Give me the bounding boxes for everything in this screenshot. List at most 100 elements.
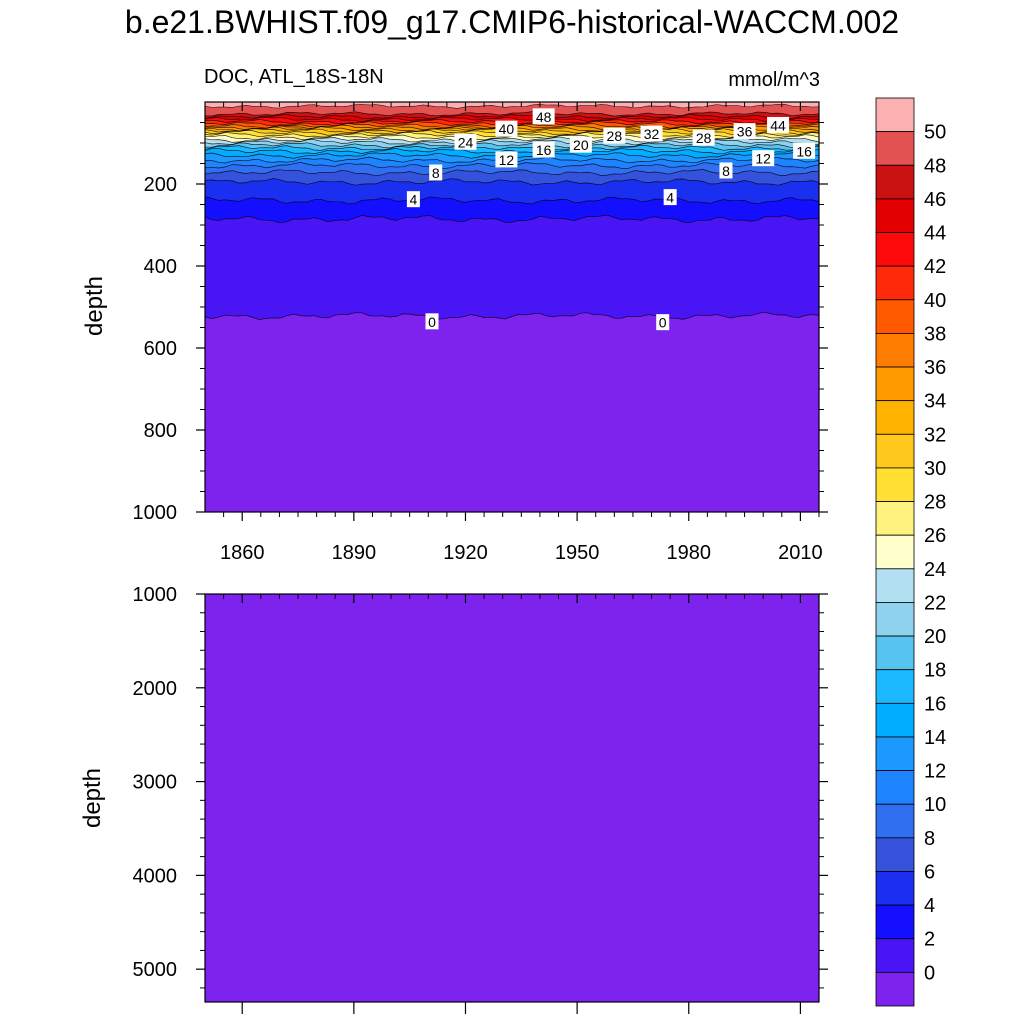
colorbar-swatch	[875, 534, 915, 570]
contour-line	[205, 196, 819, 205]
colorbar-swatch	[875, 400, 915, 435]
y-tick-label: 200	[144, 174, 177, 196]
y-tick-label: 800	[144, 420, 177, 442]
y-tick-label: 2000	[133, 678, 178, 700]
colorbar-label: 26	[924, 525, 946, 547]
svg-text:4: 4	[409, 192, 417, 208]
colorbar-swatch	[875, 366, 915, 402]
x-tick-label: 1890	[332, 542, 377, 564]
y-tick-label: 600	[144, 338, 177, 360]
contour-label: 8	[429, 164, 443, 181]
contour-band	[205, 119, 819, 126]
contour-band	[205, 114, 819, 122]
colorbar-swatch	[875, 871, 915, 906]
colorbar-label: 2	[924, 929, 935, 951]
contour-band	[205, 104, 819, 117]
y-tick-label: 4000	[133, 865, 178, 887]
colorbar-swatch	[875, 232, 915, 267]
lower-axis-ticks: 1000 2000 3000 4000 5000	[133, 584, 828, 1014]
colorbar-label: 36	[924, 357, 946, 379]
contour-label: 36	[733, 123, 756, 140]
colorbar-swatch	[875, 333, 915, 368]
contour-label: 20	[569, 136, 592, 153]
colorbar-label: 20	[924, 626, 946, 648]
colorbar-label: 44	[924, 223, 946, 245]
contour-label: 16	[793, 142, 816, 159]
contour-line	[205, 144, 819, 151]
colorbar-swatch	[875, 568, 915, 603]
x-tick-label: 1980	[667, 542, 712, 564]
colorbar-swatch	[875, 837, 915, 872]
colorbar-swatch	[875, 938, 915, 973]
svg-text:28: 28	[607, 128, 623, 144]
contour-band	[205, 117, 819, 125]
contour-band	[205, 123, 819, 130]
contour-label: 28	[692, 129, 715, 146]
colorbar-swatch	[875, 97, 915, 133]
colorbar-label: 12	[924, 761, 946, 783]
colorbar-label: 18	[924, 660, 946, 682]
svg-text:4: 4	[666, 190, 674, 206]
svg-text:24: 24	[458, 134, 474, 150]
y-tick-label: 3000	[133, 772, 178, 794]
contour-line	[205, 147, 819, 155]
colorbar-swatch	[875, 770, 915, 805]
x-tick-label: 1920	[443, 542, 488, 564]
lower-plot-frame	[204, 593, 820, 1003]
contour-band	[205, 144, 819, 155]
svg-text:32: 32	[644, 126, 660, 142]
colorbar-label: 10	[924, 794, 946, 816]
colorbar-label: 4	[924, 895, 935, 917]
svg-text:20: 20	[573, 137, 589, 153]
colorbar-swatch	[875, 669, 915, 704]
contour-label: 12	[495, 151, 518, 168]
contour-label: 12	[752, 150, 775, 167]
chart-title: b.e21.BWHIST.f09_g17.CMIP6-historical-WA…	[124, 4, 900, 40]
contour-label: 40	[495, 120, 518, 137]
contour-line	[205, 142, 819, 149]
lower-y-axis-label: depth	[79, 768, 106, 828]
colorbar-swatch	[875, 635, 915, 671]
contour-label: 28	[603, 127, 626, 144]
contour-label: 32	[640, 125, 663, 142]
y-tick-label: 5000	[133, 959, 178, 981]
colorbar-swatch	[875, 198, 915, 233]
contour-band	[205, 162, 819, 176]
contour-line	[205, 111, 819, 117]
svg-text:12: 12	[755, 151, 771, 167]
lower-depth-panel: 1000 2000 3000 4000 5000 depth	[79, 584, 828, 1014]
colorbar-label: 34	[924, 391, 946, 413]
svg-text:0: 0	[659, 315, 667, 331]
colorbar-label: 48	[924, 155, 946, 177]
contour-band	[205, 169, 819, 186]
x-tick-label: 2010	[778, 542, 823, 564]
colorbar-label: 22	[924, 592, 946, 614]
contour-band	[205, 130, 819, 138]
contour-label: 44	[767, 116, 790, 133]
y-tick-label: 1000	[133, 584, 178, 606]
colorbar-label: 0	[924, 962, 935, 984]
contour-label: 0	[656, 314, 670, 331]
colorbar-swatch	[875, 265, 915, 301]
svg-text:40: 40	[499, 121, 515, 137]
contour-line	[205, 311, 819, 320]
colorbar-swatch	[875, 803, 915, 839]
svg-text:8: 8	[722, 163, 730, 179]
colorbar-swatch	[875, 433, 915, 469]
colorbar-label: 14	[924, 727, 946, 749]
contour-band	[205, 102, 819, 109]
contour-label: 4	[406, 191, 420, 208]
svg-text:16: 16	[796, 143, 812, 159]
contour-line	[205, 178, 819, 186]
colorbar-label: 50	[924, 122, 946, 144]
contour-line	[205, 214, 819, 224]
contour-line	[205, 114, 819, 120]
x-tick-label: 1860	[220, 542, 265, 564]
contour-line	[205, 169, 819, 177]
colorbar-swatch	[875, 467, 915, 502]
contour-label: 24	[454, 133, 477, 150]
colorbar-label: 8	[924, 828, 935, 850]
